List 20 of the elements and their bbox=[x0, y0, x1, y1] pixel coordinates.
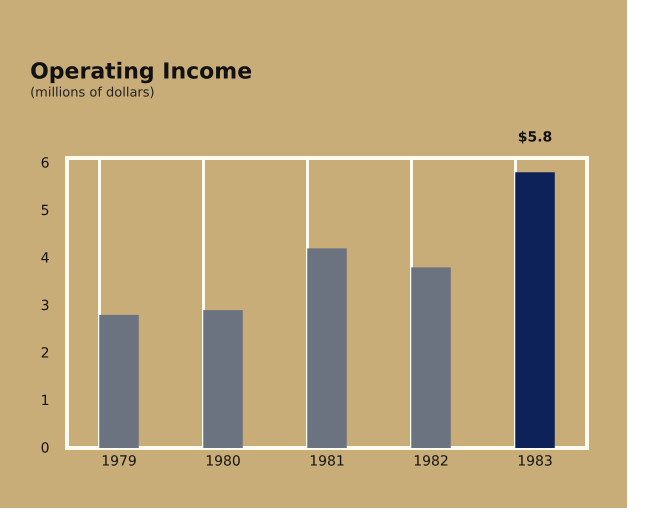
y-tick-label: 1 bbox=[40, 392, 50, 409]
bar bbox=[411, 267, 451, 448]
bar bbox=[203, 310, 243, 448]
x-tick-label: 1979 bbox=[101, 454, 137, 470]
bar bbox=[515, 172, 555, 448]
x-tick-label: 1981 bbox=[309, 454, 345, 470]
bar bbox=[99, 314, 139, 448]
x-tick-label: 1982 bbox=[413, 454, 449, 470]
y-tick-label: 5 bbox=[40, 202, 50, 219]
chart-title: Operating Income bbox=[30, 59, 252, 84]
x-tick-label: 1983 bbox=[517, 454, 553, 470]
data-label: $5.8 bbox=[518, 129, 552, 146]
bar bbox=[307, 248, 347, 448]
x-tick-label: 1980 bbox=[205, 454, 241, 470]
y-tick-label: 4 bbox=[40, 250, 50, 266]
y-tick-label: 3 bbox=[40, 298, 50, 314]
y-tick-label: 0 bbox=[40, 440, 50, 456]
chart-subtitle: (millions of dollars) bbox=[30, 85, 155, 100]
y-tick-label: 6 bbox=[40, 155, 50, 172]
y-tick-label: 2 bbox=[40, 345, 50, 362]
